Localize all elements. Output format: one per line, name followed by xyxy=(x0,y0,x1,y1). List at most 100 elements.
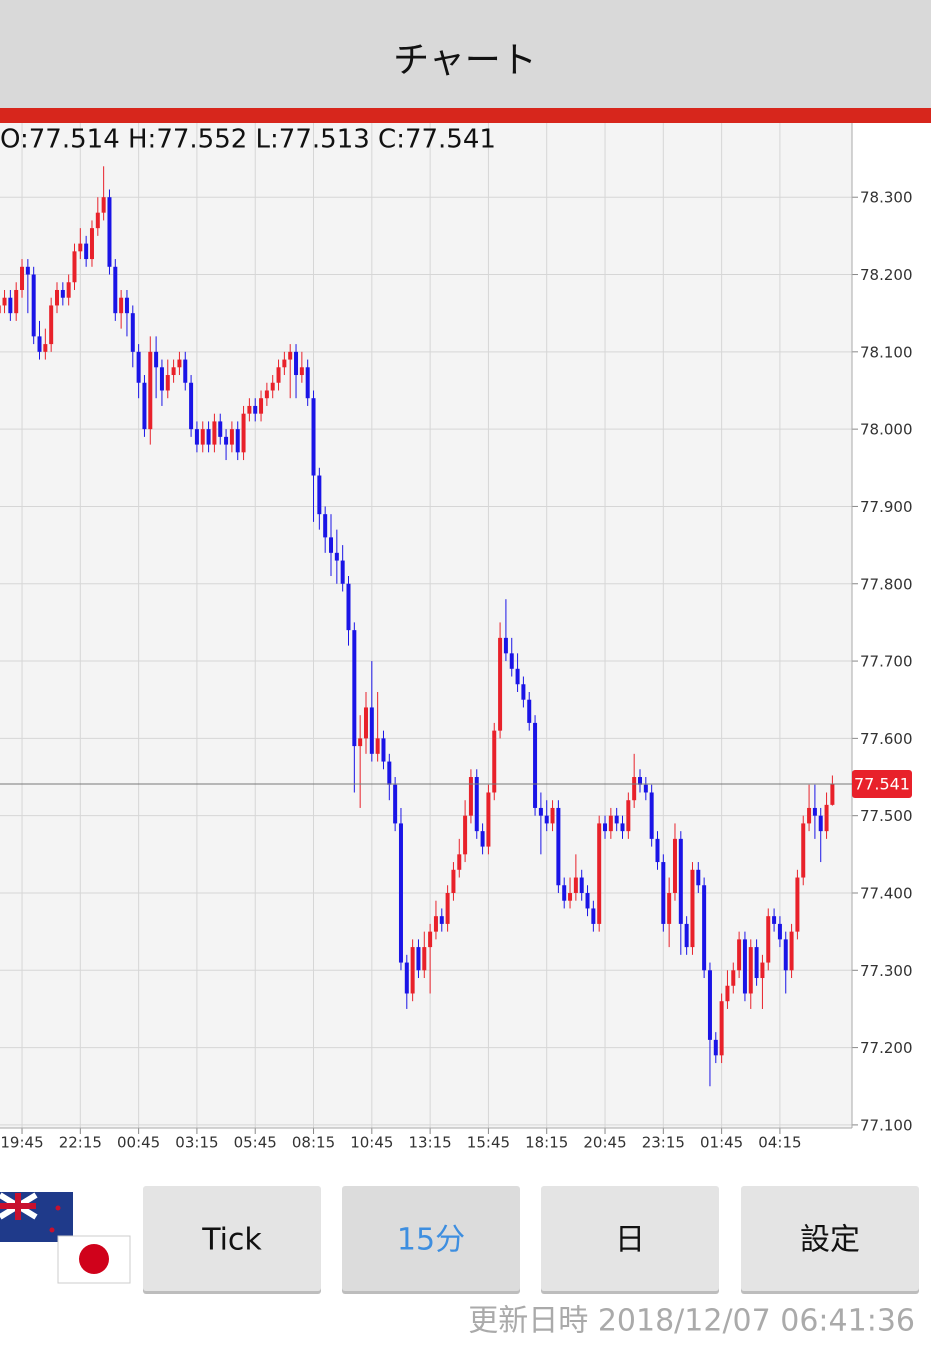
candle-body xyxy=(159,367,164,391)
button[interactable] xyxy=(143,1186,321,1291)
candle-body xyxy=(294,351,299,376)
candle-body xyxy=(480,831,485,847)
candle-body xyxy=(579,877,584,893)
y-tick-label: 78.300 xyxy=(860,189,913,207)
candle-body xyxy=(393,784,398,824)
nz-star xyxy=(49,1227,55,1233)
button[interactable] xyxy=(541,1186,719,1291)
candle-body xyxy=(777,923,782,940)
candle-body xyxy=(474,777,479,832)
candle-body xyxy=(381,738,386,762)
candle-body xyxy=(696,869,701,886)
candle-body xyxy=(404,962,409,994)
candle-body xyxy=(789,931,794,971)
x-tick-label: 03:15 xyxy=(175,1134,218,1152)
candle-body xyxy=(667,892,672,924)
candle-body xyxy=(585,892,590,909)
candle-body xyxy=(486,792,491,847)
candle-body xyxy=(398,823,403,963)
y-tick-label: 77.700 xyxy=(860,653,913,671)
candle-body xyxy=(760,962,765,979)
candle-body xyxy=(299,367,304,376)
candle-body xyxy=(183,359,188,383)
plot-area xyxy=(0,123,852,1128)
candle-body xyxy=(597,823,602,924)
candle-body xyxy=(538,807,543,816)
chart: 77.100 77.200 77.300 77.400 77.500 77.600 77.7… xyxy=(0,123,913,1152)
price-tag-label: 77.541 xyxy=(854,774,910,793)
candle-body xyxy=(468,777,473,816)
candle-body xyxy=(305,367,310,399)
candle-body xyxy=(358,738,363,747)
candle-body xyxy=(142,382,147,430)
candle-body xyxy=(369,707,374,754)
candle-body xyxy=(725,985,730,1002)
candle-body xyxy=(433,916,438,932)
candle-body xyxy=(672,838,677,893)
candle-body xyxy=(702,885,707,971)
candle-body xyxy=(422,947,427,971)
candle-body xyxy=(824,804,829,832)
button-label[interactable]: 日 xyxy=(615,1223,645,1258)
candle-body xyxy=(527,699,532,723)
candle-body xyxy=(812,807,817,816)
button[interactable] xyxy=(342,1186,520,1291)
candle-body xyxy=(713,1039,718,1056)
y-tick-label: 77.200 xyxy=(860,1039,913,1057)
candle-body xyxy=(89,228,94,260)
candle-body xyxy=(568,892,573,901)
candle-body xyxy=(235,429,240,453)
app-bar xyxy=(0,0,931,108)
candle-body xyxy=(177,359,182,368)
candle-body xyxy=(533,722,538,808)
x-tick-label: 13:15 xyxy=(409,1134,452,1152)
candle-body xyxy=(113,266,118,314)
candle-body xyxy=(288,351,293,360)
candle-body xyxy=(37,336,42,352)
candle-body xyxy=(323,514,328,538)
nz-star xyxy=(55,1205,61,1211)
candle-body xyxy=(830,783,835,805)
button-label[interactable]: 設定 xyxy=(800,1223,860,1258)
x-tick-label: 05:45 xyxy=(234,1134,277,1152)
y-tick-label: 78.000 xyxy=(860,421,913,439)
button-label[interactable]: Tick xyxy=(201,1223,262,1258)
candle-body xyxy=(171,367,176,376)
candle-body xyxy=(684,923,689,948)
candle-body xyxy=(416,947,421,971)
candle-body xyxy=(317,475,322,515)
candle-body xyxy=(212,421,217,445)
candle-body xyxy=(766,916,771,963)
jp-flag-sun xyxy=(79,1244,109,1274)
candle-body xyxy=(748,947,753,994)
y-tick-label: 78.200 xyxy=(860,266,913,284)
candle-body xyxy=(626,800,631,832)
candle-body xyxy=(329,537,334,553)
candle-body xyxy=(550,807,555,824)
x-tick-label: 20:45 xyxy=(583,1134,626,1152)
candle-body xyxy=(154,351,159,368)
candle-body xyxy=(608,815,613,832)
candle-body xyxy=(457,854,462,870)
candle-body xyxy=(247,405,252,414)
candle-body xyxy=(503,637,508,654)
button[interactable] xyxy=(741,1186,919,1291)
candle-body xyxy=(591,908,596,924)
candle-body xyxy=(253,405,258,414)
candle-body xyxy=(8,297,13,314)
y-tick-label: 78.100 xyxy=(860,343,913,361)
candle-body xyxy=(124,297,129,314)
button-label[interactable]: 15分 xyxy=(397,1223,465,1258)
y-tick-label: 77.800 xyxy=(860,575,913,593)
y-tick-label: 77.100 xyxy=(860,1116,913,1134)
candle-body xyxy=(55,289,59,306)
candle-body xyxy=(737,939,742,971)
candle-body xyxy=(363,707,368,739)
candle-body xyxy=(60,289,65,298)
x-tick-label: 22:15 xyxy=(59,1134,102,1152)
candle-body xyxy=(573,877,578,893)
candle-body xyxy=(439,916,444,924)
candle-body xyxy=(498,637,503,731)
x-tick-label: 04:15 xyxy=(758,1134,801,1152)
candle-body xyxy=(643,784,648,793)
